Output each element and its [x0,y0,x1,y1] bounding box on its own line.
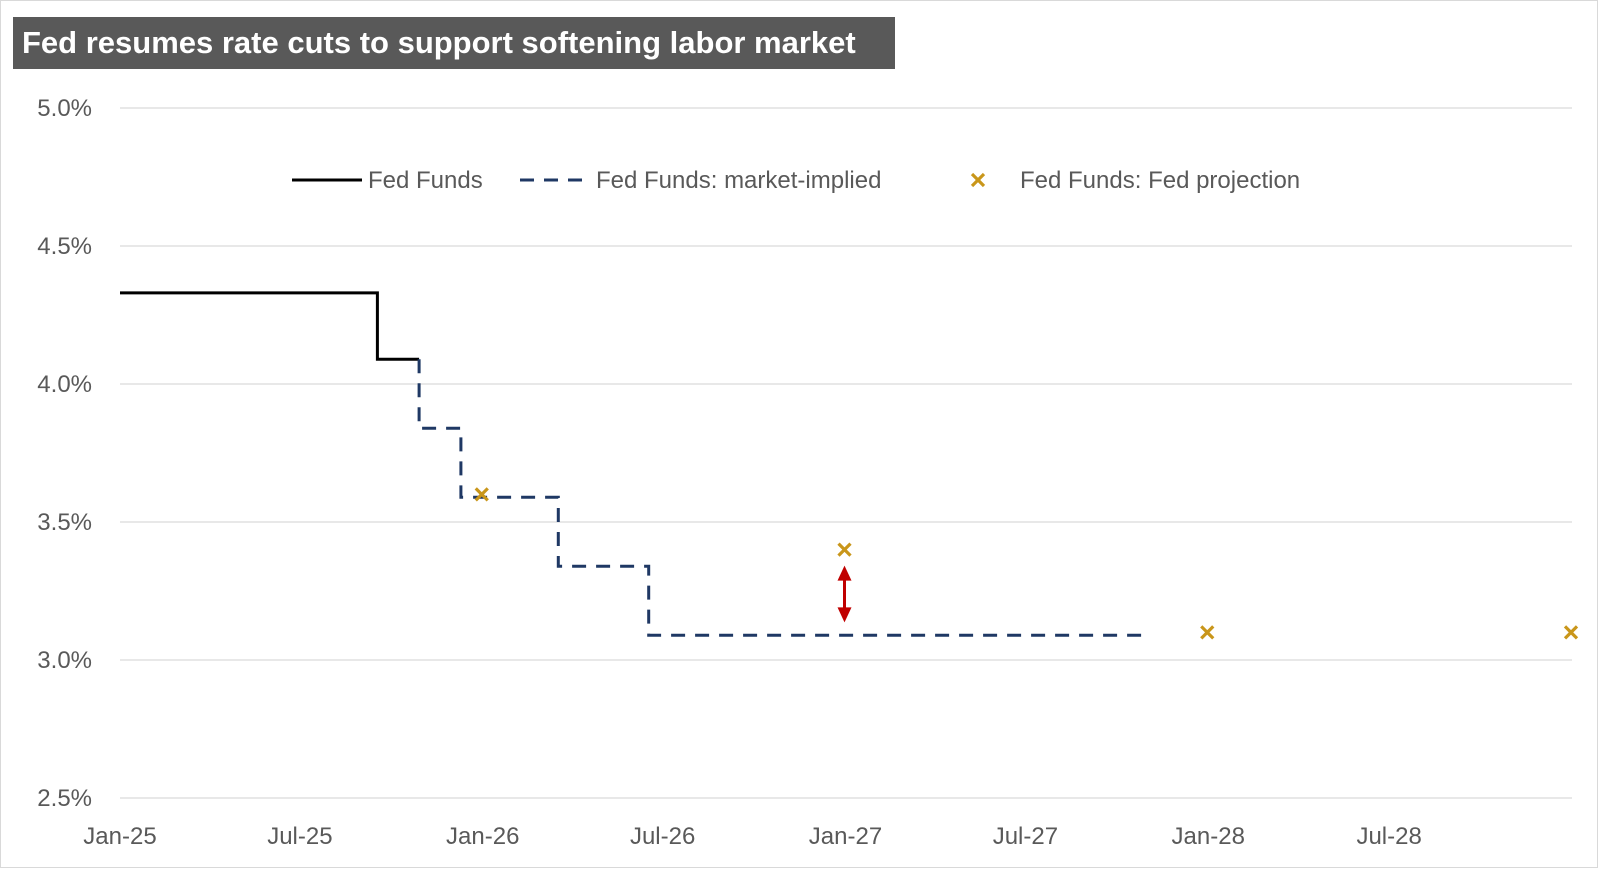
y-tick-label: 4.0% [37,371,92,398]
y-tick-label: 2.5% [37,785,92,812]
x-tick-label: Jul-26 [630,823,695,850]
x-tick-label: Jul-27 [993,823,1058,850]
y-axis-ticks: 5.0% 4.5% 4.0% 3.5% 3.0% 2.5% [37,95,92,812]
legend-label: Fed Funds: Fed projection [1020,167,1300,194]
x-tick-label: Jan-26 [446,823,519,850]
legend-item: Fed Funds: Fed projection [970,167,1300,194]
y-tick-label: 4.5% [37,233,92,260]
annotation-layer [837,565,852,623]
fed-projection-marker [474,487,489,502]
gap-arrow-head-up [837,565,852,581]
x-tick-label: Jul-28 [1356,823,1421,850]
marker-stroke [1563,625,1579,640]
marker-stroke [1200,625,1215,640]
market-implied-line [417,359,1147,637]
legend-label: Fed Funds: market-implied [596,167,881,194]
marker-stroke [474,487,489,502]
y-tick-label: 5.0% [37,95,92,122]
fed-funds-line [120,291,420,361]
gap-arrow [837,565,852,623]
legend-label: Fed Funds [368,167,483,194]
gridlines [120,107,1572,799]
chart-title: Fed resumes rate cuts to support softeni… [13,17,895,69]
y-tick-label: 3.5% [37,509,92,536]
fed-projection-marker [1563,625,1579,640]
x-tick-label: Jan-25 [83,823,156,850]
x-tick-label: Jan-27 [809,823,882,850]
legend: Fed Funds Fed Funds: market-implied Fed Fu… [292,167,1300,194]
legend-item: Fed Funds [292,167,483,194]
fed-projection-marker [837,542,852,557]
marker-stroke [837,542,852,557]
x-tick-label: Jul-25 [267,823,332,850]
gap-arrow-head-down [837,607,852,623]
x-tick-label: Jan-28 [1172,823,1245,850]
y-tick-label: 3.0% [37,647,92,674]
series-layer [120,291,1579,640]
legend-item: Fed Funds: market-implied [520,167,881,194]
fed-projection-marker [1200,625,1215,640]
x-axis-ticks: Jan-25 Jul-25 Jan-26 Jul-26 Jan-27 Jul-27 Jan-… [83,823,1422,850]
legend-marker [970,172,986,188]
